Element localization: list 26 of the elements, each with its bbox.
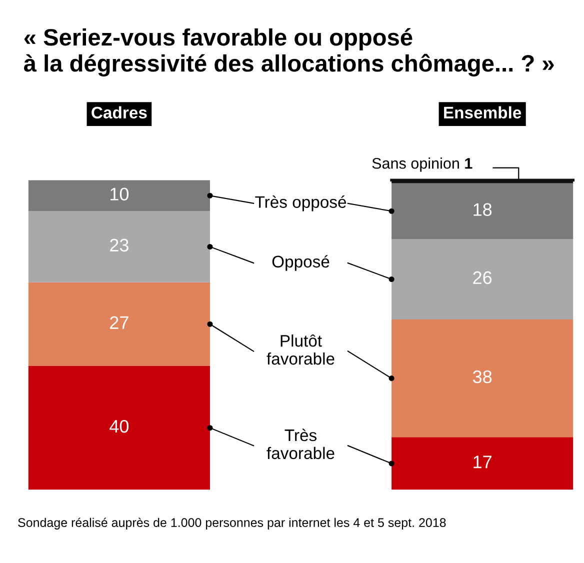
data-label: 40 <box>110 420 129 433</box>
bar <box>392 238 574 320</box>
bar <box>392 320 574 438</box>
data-label: 17 <box>474 456 492 468</box>
series-label: Sans opinion <box>372 158 459 172</box>
bar <box>392 183 574 239</box>
bar <box>28 282 210 366</box>
data-label: 10 <box>110 188 129 200</box>
data-label: 27 <box>110 316 128 329</box>
text: Opposé <box>272 255 330 271</box>
bar <box>28 180 210 212</box>
text: Plutôt favorable <box>266 334 334 365</box>
text: Très opposé <box>255 196 346 212</box>
bar <box>28 366 210 490</box>
bar <box>28 211 210 282</box>
data-label: 38 <box>472 370 492 384</box>
data-label: 23 <box>110 238 128 252</box>
text: Très favorable <box>266 428 334 460</box>
bar <box>392 437 574 490</box>
text: Sondage réalisé auprès de 1.000 personnes par internet les 4 et 5 sept. 2018 <box>18 518 446 530</box>
chart-title: « Seriez-vous favorable ou opposé à la dégressivité des allocations chômage... ? » <box>24 28 554 77</box>
x-tick-label: Ensemble <box>444 106 522 119</box>
x-tick-label: Cadres <box>92 106 147 119</box>
data-label: 26 <box>473 271 492 284</box>
data-label: 18 <box>474 203 492 216</box>
data-label: 1 <box>465 158 472 169</box>
